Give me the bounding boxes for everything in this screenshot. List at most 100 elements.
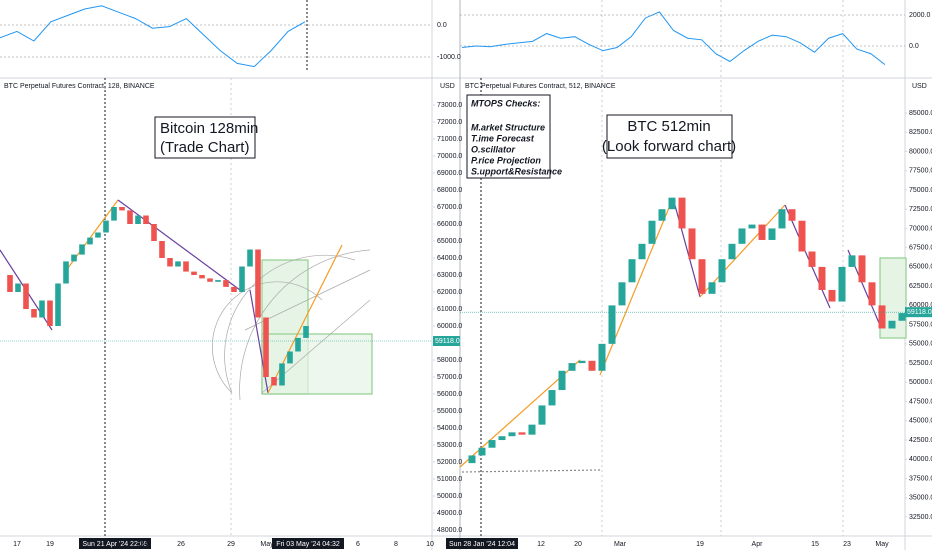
y-tick-label: 66000.0 (437, 221, 462, 228)
candle (478, 447, 486, 456)
y-tick-label: 67500.0 (909, 245, 932, 252)
annotation-box (154, 116, 256, 159)
candle (31, 309, 37, 318)
x-tick-label: Sun 21 Apr '24 22:08 (82, 541, 147, 548)
x-tick-label: Sun 28 Jan '24 12:04 (449, 541, 515, 548)
y-tick-label: 77500.0 (909, 168, 932, 175)
x-tick-label: 12 (537, 541, 545, 548)
candle (303, 326, 309, 338)
y-tick-label: 52500.0 (909, 360, 932, 367)
candle (39, 300, 45, 318)
candle (279, 363, 285, 386)
annotation: BTC 512min (627, 118, 710, 135)
x-tick-label: May (260, 541, 274, 548)
candle (247, 249, 253, 267)
candle (538, 405, 546, 425)
candle (508, 432, 516, 437)
candle (628, 259, 636, 283)
candle (818, 266, 826, 290)
candle (598, 343, 606, 371)
candle (127, 210, 133, 224)
y-tick-label: 65000.0 (909, 264, 932, 271)
y-tick-label: 58000.0 (437, 357, 462, 364)
candle (878, 305, 886, 329)
y-tick-label: 56000.0 (437, 391, 462, 398)
osc-tick-label: 0.0 (909, 43, 919, 50)
trend-line (117, 199, 241, 291)
fib-box (261, 333, 373, 395)
candle (55, 283, 61, 326)
oscillator-line (0, 5, 306, 68)
x-tick-label: 23 (843, 541, 851, 548)
price-tag-label: 59118.0 (907, 309, 932, 316)
y-tick-label: 61000.0 (437, 306, 462, 313)
x-tick-label: May (875, 541, 889, 548)
osc-tick-label: 2000.0 (909, 12, 931, 19)
candle (828, 289, 836, 302)
candle (95, 232, 101, 238)
candle (167, 258, 173, 267)
candle (79, 244, 85, 255)
y-tick-label: 50000.0 (909, 379, 932, 386)
time-highlight (272, 538, 344, 549)
candle (858, 255, 866, 283)
x-tick-label: 26 (177, 541, 185, 548)
y-tick-label: 72500.0 (909, 206, 932, 213)
candle (658, 209, 666, 221)
trend-line (784, 204, 831, 309)
candle (898, 313, 906, 321)
candle (688, 228, 696, 260)
symbol-title: BTC Perpetual Futures Contract, 128, BIN… (4, 83, 155, 90)
y-tick-label: 60000.0 (909, 302, 932, 309)
x-tick-label: 24 (140, 541, 148, 548)
candle (23, 283, 29, 309)
currency: USD (440, 83, 455, 90)
candle (7, 275, 13, 292)
candle (728, 243, 736, 260)
y-tick-label: 62500.0 (909, 283, 932, 290)
y-tick-label: 47500.0 (909, 398, 932, 405)
candle (151, 224, 157, 241)
y-tick-label: 48000.0 (437, 527, 462, 534)
currency: USD (912, 83, 927, 90)
candle (215, 280, 221, 282)
candle (838, 266, 846, 302)
candle (738, 228, 746, 244)
y-tick-label: 53000.0 (437, 442, 462, 449)
candle (255, 249, 261, 318)
y-tick-label: 55000.0 (909, 341, 932, 348)
x-tick-label: 20 (574, 541, 582, 548)
candle (698, 259, 706, 294)
candle (159, 241, 165, 258)
candle (271, 377, 277, 386)
dashed-line (461, 469, 601, 473)
y-tick-label: 82500.0 (909, 129, 932, 136)
y-tick-label: 68000.0 (437, 187, 462, 194)
candle (618, 282, 626, 306)
candle (568, 363, 576, 371)
candle (143, 215, 149, 224)
candle (111, 207, 117, 221)
symbol-title: BTC Perpetual Futures Contract, 512, BIN… (465, 83, 616, 90)
check-item: S.upport&Resistance (471, 166, 562, 176)
candle (498, 436, 506, 441)
candle (588, 360, 596, 371)
y-tick-label: 51000.0 (437, 476, 462, 483)
oscillator-line (461, 11, 886, 65)
candle (718, 259, 726, 283)
candle (578, 360, 586, 364)
y-tick-label: 57500.0 (909, 321, 932, 328)
candle (231, 286, 237, 292)
candle (518, 432, 526, 435)
y-tick-label: 45000.0 (909, 418, 932, 425)
annotation-box (606, 114, 733, 159)
time-highlight (446, 538, 518, 549)
candle (223, 280, 229, 287)
checks-box (466, 94, 551, 179)
candle (488, 440, 496, 448)
candle (103, 220, 109, 233)
y-tick-label: 73000.0 (437, 102, 462, 109)
